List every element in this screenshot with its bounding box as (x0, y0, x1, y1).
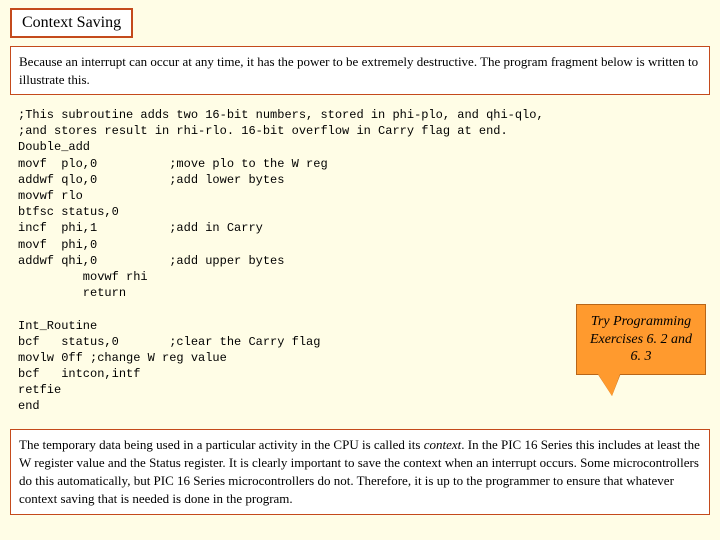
intro-paragraph: Because an interrupt can occur at any ti… (10, 46, 710, 95)
page-title: Context Saving (10, 8, 133, 38)
try-exercises-callout: Try Programming Exercises 6. 2 and 6. 3 (576, 304, 706, 397)
callout-tail-icon (598, 374, 620, 396)
callout-text: Try Programming Exercises 6. 2 and 6. 3 (576, 304, 706, 375)
footer-text-pre: The temporary data being used in a parti… (19, 437, 424, 452)
footer-text-italic: context (424, 437, 462, 452)
footer-paragraph: The temporary data being used in a parti… (10, 429, 710, 516)
